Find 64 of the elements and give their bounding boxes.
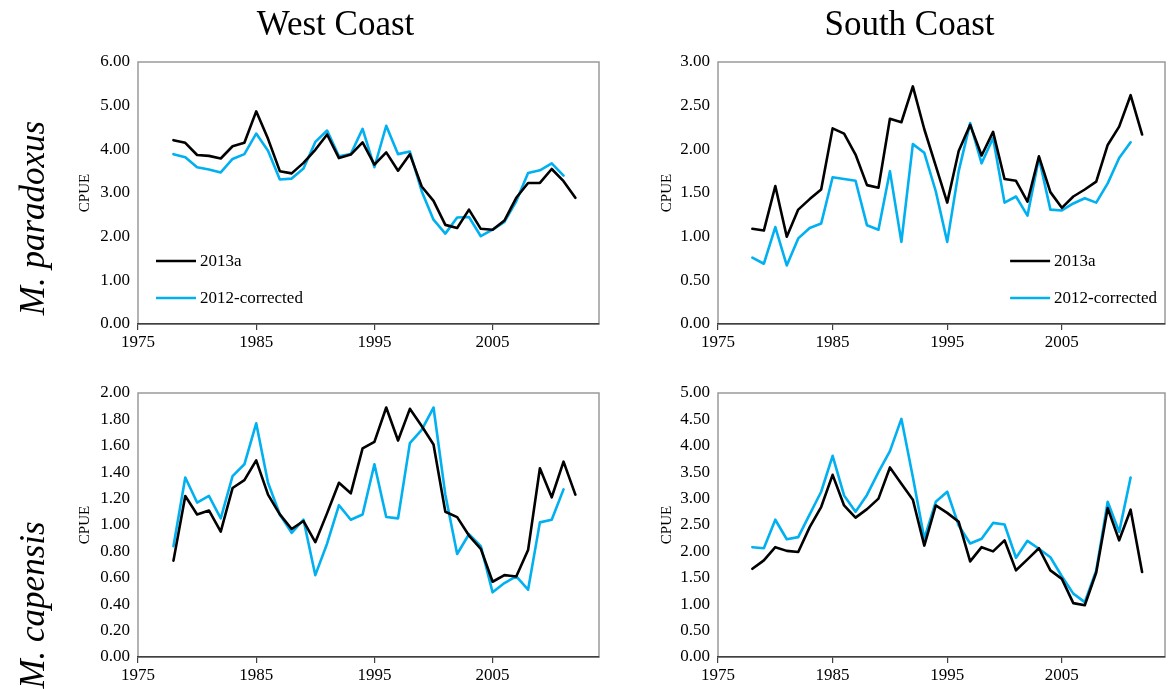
text: M. paradoxus bbox=[13, 120, 53, 317]
y-tick-label: 2.00 bbox=[680, 138, 710, 158]
y-tick-label: 0.40 bbox=[100, 593, 130, 613]
y-tick-label: 0.00 bbox=[100, 313, 130, 333]
y-tick-label: 2.00 bbox=[100, 382, 130, 402]
x-tick-label: 1985 bbox=[239, 664, 274, 684]
y-tick-label: 4.00 bbox=[100, 138, 130, 158]
y-tick-label: 1.00 bbox=[100, 514, 130, 534]
y-tick-label: 1.00 bbox=[680, 226, 710, 246]
y-tick-label: 2.50 bbox=[680, 514, 710, 534]
y-tick-label: 0.20 bbox=[100, 620, 130, 640]
x-tick-label: 1975 bbox=[121, 664, 155, 684]
y-tick-label: 3.00 bbox=[100, 182, 130, 202]
y-tick-label: 6.00 bbox=[100, 51, 130, 71]
y-tick-label: 1.40 bbox=[100, 461, 130, 481]
y-tick-label: 3.00 bbox=[680, 51, 710, 71]
y-tick-label: 5.00 bbox=[100, 95, 130, 115]
x-tick-label: 1995 bbox=[357, 664, 392, 684]
text: M. capensis bbox=[13, 521, 53, 689]
legend-label: 2012-corrected bbox=[1054, 288, 1158, 308]
x-tick-label: 1985 bbox=[239, 331, 274, 351]
x-tick-label: 1985 bbox=[815, 664, 850, 684]
y-tick-label: 3.00 bbox=[680, 488, 710, 508]
y-axis-title: CPUE bbox=[75, 505, 92, 545]
y-tick-label: 0.00 bbox=[680, 646, 710, 666]
y-tick-label: 0.60 bbox=[100, 567, 130, 587]
y-tick-label: 1.80 bbox=[100, 408, 130, 428]
x-tick-label: 2005 bbox=[475, 331, 510, 351]
x-tick-label: 2005 bbox=[1044, 331, 1079, 351]
y-axis-title: CPUE bbox=[657, 505, 674, 545]
y-tick-label: 2.50 bbox=[680, 95, 710, 115]
y-tick-label: 1.00 bbox=[100, 269, 130, 289]
y-tick-label: 1.20 bbox=[100, 488, 130, 508]
y-tick-label: 1.00 bbox=[680, 593, 710, 613]
chart-title: South Coast bbox=[824, 4, 995, 44]
y-tick-label: 3.50 bbox=[680, 461, 710, 481]
x-tick-label: 1975 bbox=[701, 664, 735, 684]
y-tick-label: 2.00 bbox=[100, 226, 130, 246]
y-tick-label: 0.00 bbox=[680, 313, 710, 333]
chart-title: West Coast bbox=[256, 4, 415, 44]
x-tick-label: 1995 bbox=[930, 331, 965, 351]
legend-label: 2013a bbox=[200, 251, 242, 271]
y-tick-label: 0.50 bbox=[680, 269, 710, 289]
y-tick-label: 2.00 bbox=[680, 540, 710, 560]
x-tick-label: 1995 bbox=[357, 331, 392, 351]
x-tick-label: 2005 bbox=[1044, 664, 1079, 684]
x-tick-label: 1975 bbox=[121, 331, 155, 351]
x-tick-label: 1985 bbox=[815, 331, 850, 351]
y-tick-label: 5.00 bbox=[680, 382, 710, 402]
y-tick-label: 0.80 bbox=[100, 540, 130, 560]
y-axis-title: CPUE bbox=[657, 173, 674, 213]
x-tick-label: 1995 bbox=[930, 664, 965, 684]
y-tick-label: 1.60 bbox=[100, 435, 130, 455]
y-tick-label: 0.00 bbox=[100, 646, 130, 666]
x-tick-label: 2005 bbox=[475, 664, 510, 684]
y-tick-label: 1.50 bbox=[680, 567, 710, 587]
y-tick-label: 0.50 bbox=[680, 620, 710, 640]
y-axis-title: CPUE bbox=[75, 173, 92, 213]
y-tick-label: 4.00 bbox=[680, 435, 710, 455]
legend-label: 2012-corrected bbox=[200, 288, 304, 308]
x-tick-label: 1975 bbox=[701, 331, 735, 351]
legend-label: 2013a bbox=[1054, 251, 1097, 271]
y-tick-label: 4.50 bbox=[680, 408, 710, 428]
y-tick-label: 1.50 bbox=[680, 182, 710, 202]
